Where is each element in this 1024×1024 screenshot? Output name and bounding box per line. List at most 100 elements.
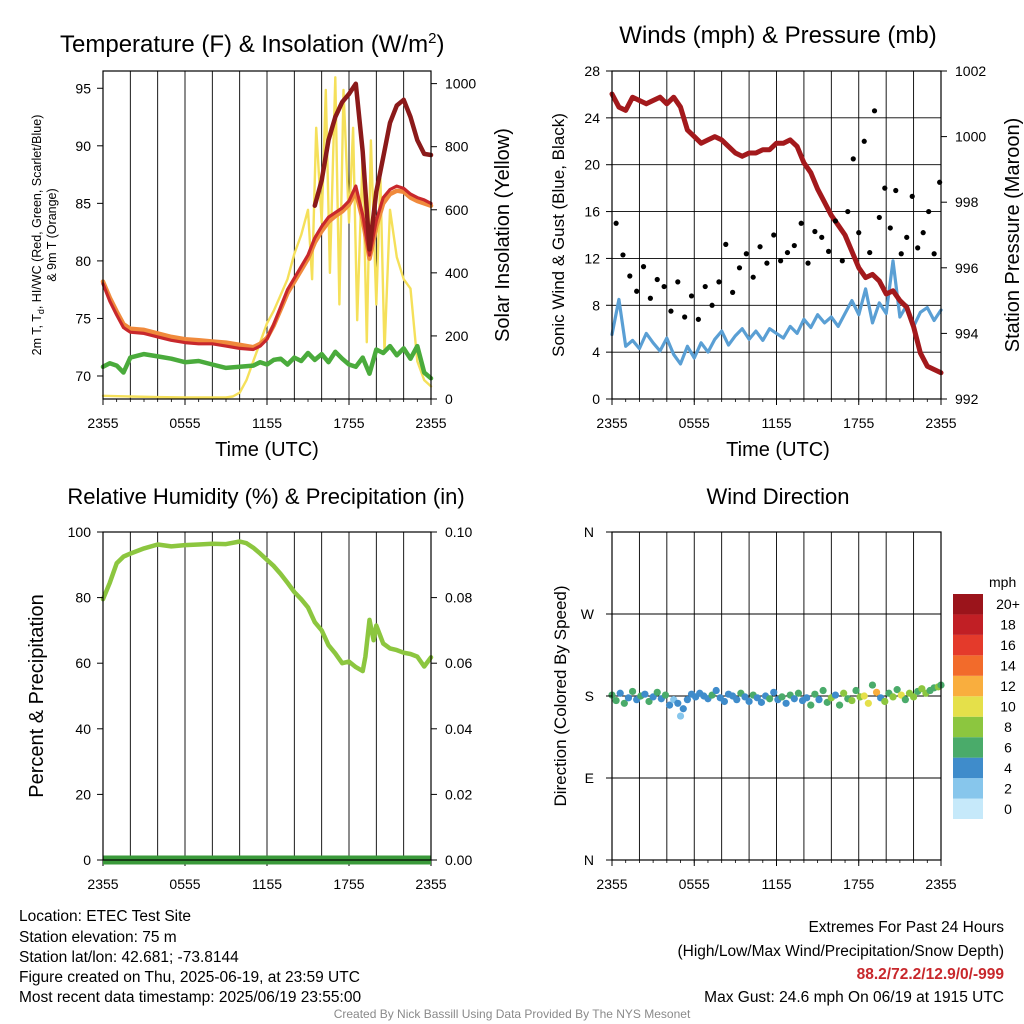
gust-point <box>893 187 899 194</box>
gust-point <box>909 193 915 199</box>
temperature-xtick-label: 1155 <box>252 415 282 431</box>
temperature-title-text: Temperature (F) & Insolation (W/m <box>60 31 429 58</box>
legend-swatch <box>953 675 983 697</box>
direction-xtick-label: 1755 <box>843 876 874 892</box>
humidity-ytick-label: 60 <box>75 655 91 671</box>
direction-point <box>893 686 901 694</box>
winds-ytick-label: 8 <box>592 297 600 313</box>
gust-point <box>845 208 851 215</box>
gust-point <box>654 276 660 283</box>
temperature-title-sup: 2 <box>428 30 437 47</box>
legend-label: 6 <box>1004 739 1012 755</box>
plot-frame <box>102 531 432 861</box>
direction-point <box>628 687 637 696</box>
temp-2m-line <box>101 184 433 352</box>
gust-point <box>613 220 619 226</box>
direction-chart <box>608 531 945 866</box>
pressure-ytick-right-label: 992 <box>955 391 979 407</box>
legend-label: 2 <box>1004 780 1012 796</box>
direction-point <box>683 696 691 704</box>
temperature-ytick-label: 75 <box>75 310 91 326</box>
winds-xtick-label: 1155 <box>761 415 791 431</box>
direction-point <box>782 699 790 707</box>
legend-swatch <box>953 798 983 819</box>
temp-9m-line <box>100 188 434 350</box>
gust-point <box>931 251 937 257</box>
insolation-ytick-right-label: 0 <box>445 391 453 407</box>
direction-point <box>852 686 860 695</box>
direction-point <box>790 695 798 703</box>
humidity-ytick-label: 40 <box>75 721 91 737</box>
gust-point <box>709 302 715 308</box>
winds-ytick-label: 0 <box>592 391 600 407</box>
direction-panel-title: Wind Direction <box>706 484 850 509</box>
legend-swatch <box>953 655 983 676</box>
gust-point <box>898 251 904 257</box>
winds-ytick-label: 20 <box>584 157 600 173</box>
temperature-xtick-label: 1755 <box>333 415 364 431</box>
insolation-ylabel-right: Solar Insolation (Yellow) <box>492 128 514 342</box>
station-pressure-line <box>609 91 944 376</box>
gust-point <box>819 234 825 240</box>
direction-point <box>860 692 868 700</box>
humidity-ytick-label: 100 <box>68 524 92 540</box>
direction-point <box>778 693 786 701</box>
winds-ytick-label: 16 <box>584 204 600 220</box>
temperature-panel-title: Temperature (F) & Insolation (W/m2) <box>60 30 444 59</box>
direction-point <box>864 699 872 707</box>
winds-ylabel-left: Sonic Wind & Gust (Blue, Black) <box>549 113 568 357</box>
gust-point <box>850 156 856 162</box>
temperature-xlabel: Time (UTC) <box>215 439 319 461</box>
gust-point <box>871 108 878 114</box>
gust-point <box>688 293 695 299</box>
legend-swatch <box>953 696 983 717</box>
temperature-ytick-label: 80 <box>75 253 91 269</box>
gust-point <box>904 234 910 240</box>
humidity-xtick-label: 2355 <box>87 876 118 892</box>
gust-point <box>640 264 647 270</box>
humidity-chart <box>100 531 434 866</box>
legend-label: 14 <box>1000 658 1016 674</box>
temperature-xtick-label: 2355 <box>87 415 118 431</box>
insolation-ytick-right-label: 1000 <box>445 76 476 92</box>
direction-point <box>676 712 685 720</box>
direction-point <box>815 696 823 704</box>
direction-point <box>807 701 815 709</box>
temperature-xtick-label: 2355 <box>415 415 446 431</box>
winds-xtick-label: 2355 <box>925 415 956 431</box>
direction-point <box>803 694 811 702</box>
sonic-wind-line <box>610 259 943 366</box>
extremes-values: 88.2/72.2/12.9/0/-999 <box>856 966 1004 983</box>
gust-point <box>743 251 749 257</box>
gust-point <box>812 228 818 235</box>
humidity-ylabel-left: Percent & Precipitation <box>26 594 48 797</box>
pressure-ytick-right-label: 1002 <box>955 63 986 79</box>
gust-point <box>764 260 770 266</box>
winds-xtick-label: 0555 <box>679 415 710 431</box>
temperature-ylabel-left: 2m T, Td, HI/WC (Red, Green, Scarlet/Blu… <box>30 115 46 356</box>
relative-humidity-line <box>100 539 434 674</box>
winds-panel-title: Winds (mph) & Pressure (mb) <box>619 22 937 49</box>
direction-point <box>881 697 889 706</box>
direction-point <box>868 681 877 689</box>
extremes-subheading: (High/Low/Max Wind/Precipitation/Snow De… <box>677 943 1005 960</box>
humidity-ytick-label: 80 <box>75 590 91 606</box>
direction-point <box>624 694 633 702</box>
humidity-panel-title: Relative Humidity (%) & Precipitation (i… <box>67 484 465 509</box>
direction-point <box>770 688 778 696</box>
gust-point <box>723 241 729 247</box>
humidity-ytick-label: 0 <box>83 852 91 868</box>
gust-point <box>716 279 722 285</box>
temperature-ytick-label: 95 <box>75 80 91 96</box>
gust-point <box>702 283 708 290</box>
insolation-ytick-right-label: 400 <box>445 265 469 281</box>
humidity-xtick-label: 1155 <box>252 876 282 892</box>
winds-xtick-label: 1755 <box>843 415 874 431</box>
winds-ytick-label: 24 <box>584 110 600 126</box>
direction-point <box>661 691 670 699</box>
direction-xtick-label: 1155 <box>761 876 791 892</box>
direction-point <box>665 701 674 709</box>
winds-ytick-label: 4 <box>592 344 600 360</box>
direction-ytick-label: N <box>584 852 594 868</box>
